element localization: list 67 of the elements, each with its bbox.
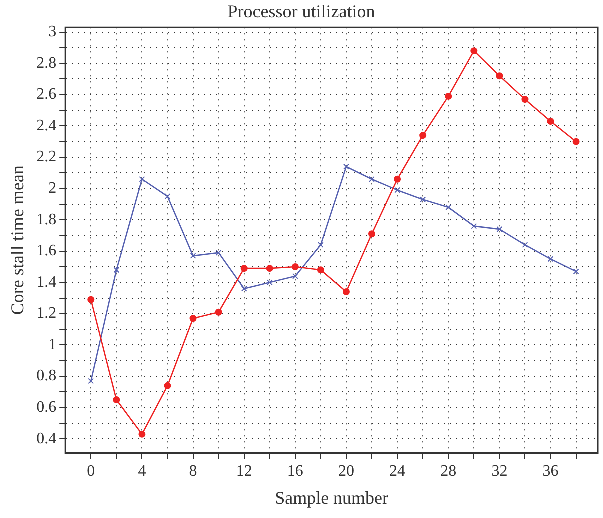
y-tick-label: 1.4 [36, 274, 57, 291]
point [240, 265, 248, 272]
point [88, 296, 95, 304]
point [369, 176, 375, 182]
point [420, 196, 426, 203]
x-tick-label: 0 [87, 463, 96, 480]
x-tick-label: 28 [440, 463, 457, 480]
point [394, 187, 401, 194]
point [292, 273, 298, 280]
y-tick-label: 2.6 [36, 86, 57, 104]
y-tick-label: 1.6 [36, 242, 57, 260]
point [344, 164, 350, 170]
x-tick-label: 24 [390, 463, 406, 480]
y-tick-label: 2 [48, 180, 57, 197]
chart-title: Processor utilization [228, 2, 376, 22]
y-tick-label: 0.6 [36, 399, 57, 416]
point [114, 267, 120, 274]
point [420, 132, 427, 140]
point [522, 96, 529, 104]
y-tick-label: 2.2 [36, 148, 57, 166]
point [139, 176, 146, 182]
x-tick-label: 20 [338, 463, 354, 480]
point [470, 48, 478, 55]
point [446, 204, 452, 211]
point [471, 223, 478, 230]
point [572, 138, 580, 146]
x-tick-label: 36 [542, 463, 559, 480]
point [138, 430, 146, 438]
x-tick-label: 32 [492, 463, 508, 480]
x-tick-label: 4 [138, 463, 146, 480]
point [573, 268, 580, 275]
point [342, 288, 350, 296]
point [548, 256, 554, 262]
y-tick-label: 2.4 [36, 117, 57, 134]
point [317, 266, 324, 274]
y-tick-label: 0.8 [36, 368, 57, 385]
x-tick-label: 12 [236, 463, 252, 480]
point [445, 92, 452, 100]
point [318, 242, 324, 248]
point [216, 250, 222, 256]
point [164, 382, 172, 390]
point [394, 176, 402, 183]
point [522, 242, 528, 248]
y-tick-label: 1 [48, 336, 57, 354]
point [215, 308, 222, 316]
point [190, 315, 197, 322]
point [496, 72, 504, 80]
point [190, 253, 196, 260]
point [88, 378, 94, 384]
point [547, 118, 554, 125]
point [113, 396, 120, 404]
point [164, 194, 171, 200]
y-axis-title: Core stall time mean [8, 166, 28, 316]
point [368, 230, 376, 238]
y-tick-label: 0.4 [36, 430, 57, 448]
y-tick-label: 1.8 [36, 211, 57, 228]
y-tick-label: 2.8 [36, 54, 57, 72]
point [266, 280, 273, 286]
point [292, 264, 299, 270]
x-axis-title: Sample number [275, 488, 389, 508]
y-tick-label: 1.2 [36, 305, 57, 322]
point [241, 286, 248, 292]
y-tick-label: 3 [48, 23, 57, 40]
point [496, 226, 503, 232]
x-tick-label: 16 [287, 463, 304, 480]
point [266, 265, 274, 272]
x-tick-label: 8 [189, 463, 198, 480]
